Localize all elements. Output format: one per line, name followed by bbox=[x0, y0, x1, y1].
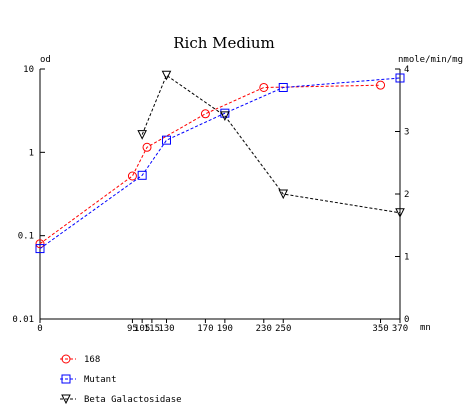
series-line-0 bbox=[39, 84, 381, 245]
x-tick-label-0: 0 bbox=[37, 324, 42, 334]
series-2 bbox=[137, 70, 405, 218]
x-tick-label-2: 105 bbox=[134, 324, 150, 334]
series bbox=[35, 70, 405, 254]
legend-label-1: Mutant bbox=[84, 375, 117, 385]
series-1 bbox=[35, 73, 405, 254]
x-tick-label-3: 115 bbox=[144, 324, 160, 334]
series-0-point-2 bbox=[142, 142, 152, 152]
series-1-point-2 bbox=[161, 135, 171, 145]
x-tick-label-9: 350 bbox=[372, 324, 388, 334]
legend: 168 Mutant Beta Galactosidase bbox=[60, 354, 182, 405]
legend-label-0: 168 bbox=[84, 355, 100, 365]
series-2-point-3 bbox=[278, 189, 289, 200]
right-tick-label-2: 2 bbox=[404, 190, 409, 200]
series-2-point-1 bbox=[161, 70, 172, 81]
x-tick-label-10: 370 bbox=[392, 324, 408, 334]
series-0-point-4 bbox=[259, 82, 269, 92]
series-2-point-0 bbox=[137, 130, 147, 140]
legend-marker-2 bbox=[61, 394, 71, 405]
series-2-point-4 bbox=[395, 208, 405, 218]
chart-title: Rich Medium bbox=[173, 34, 274, 52]
x-tick-label-4: 130 bbox=[158, 324, 174, 334]
legend-item-2: Beta Galactosidase bbox=[60, 394, 182, 405]
series-1-point-4 bbox=[278, 82, 288, 92]
right-tick-label-1: 3 bbox=[404, 128, 409, 138]
left-tick-label-1: 1 bbox=[29, 148, 34, 158]
series-line-1 bbox=[39, 77, 401, 250]
right-tick-label-0: 4 bbox=[404, 65, 409, 75]
series-1-point-5 bbox=[395, 73, 405, 83]
x-axis-unit: mn bbox=[420, 323, 431, 333]
legend-item-1: Mutant bbox=[60, 374, 117, 385]
legend-marker-1 bbox=[61, 374, 71, 384]
left-tick-label-0: 10 bbox=[23, 65, 34, 75]
series-0-point-0 bbox=[35, 239, 45, 249]
left-axis-label: od bbox=[40, 55, 51, 65]
legend-marker-0 bbox=[61, 354, 71, 364]
legend-item-0: 168 bbox=[60, 354, 100, 365]
x-tick-label-5: 170 bbox=[197, 324, 213, 334]
series-0-point-5 bbox=[376, 80, 386, 90]
legend-label-2: Beta Galactosidase bbox=[84, 395, 182, 405]
right-tick-label-3: 1 bbox=[404, 253, 409, 263]
series-2-point-2 bbox=[220, 111, 230, 121]
series-line-2 bbox=[141, 74, 401, 214]
x-tick-label-6: 190 bbox=[217, 324, 233, 334]
right-tick-label-4: 0 bbox=[404, 315, 409, 325]
x-tick-label-7: 230 bbox=[256, 324, 272, 334]
x-tick-label-1: 95 bbox=[127, 324, 138, 334]
series-1-point-1 bbox=[137, 170, 147, 180]
series-1-point-0 bbox=[35, 244, 45, 254]
series-0-point-3 bbox=[200, 109, 210, 119]
left-tick-label-2: 0.1 bbox=[18, 232, 34, 242]
series-0-point-1 bbox=[127, 171, 137, 181]
right-axis-label: nmole/min/mg bbox=[398, 55, 463, 65]
left-tick-label-3: 0.01 bbox=[12, 315, 34, 325]
x-tick-label-8: 250 bbox=[275, 324, 291, 334]
